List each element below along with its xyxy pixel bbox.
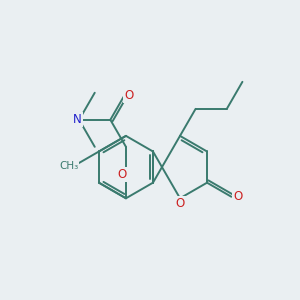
Text: O: O [124, 89, 134, 102]
Text: O: O [118, 168, 127, 182]
Text: CH₃: CH₃ [59, 161, 78, 171]
Text: O: O [176, 197, 184, 210]
Text: N: N [73, 113, 82, 126]
Text: O: O [233, 190, 242, 203]
